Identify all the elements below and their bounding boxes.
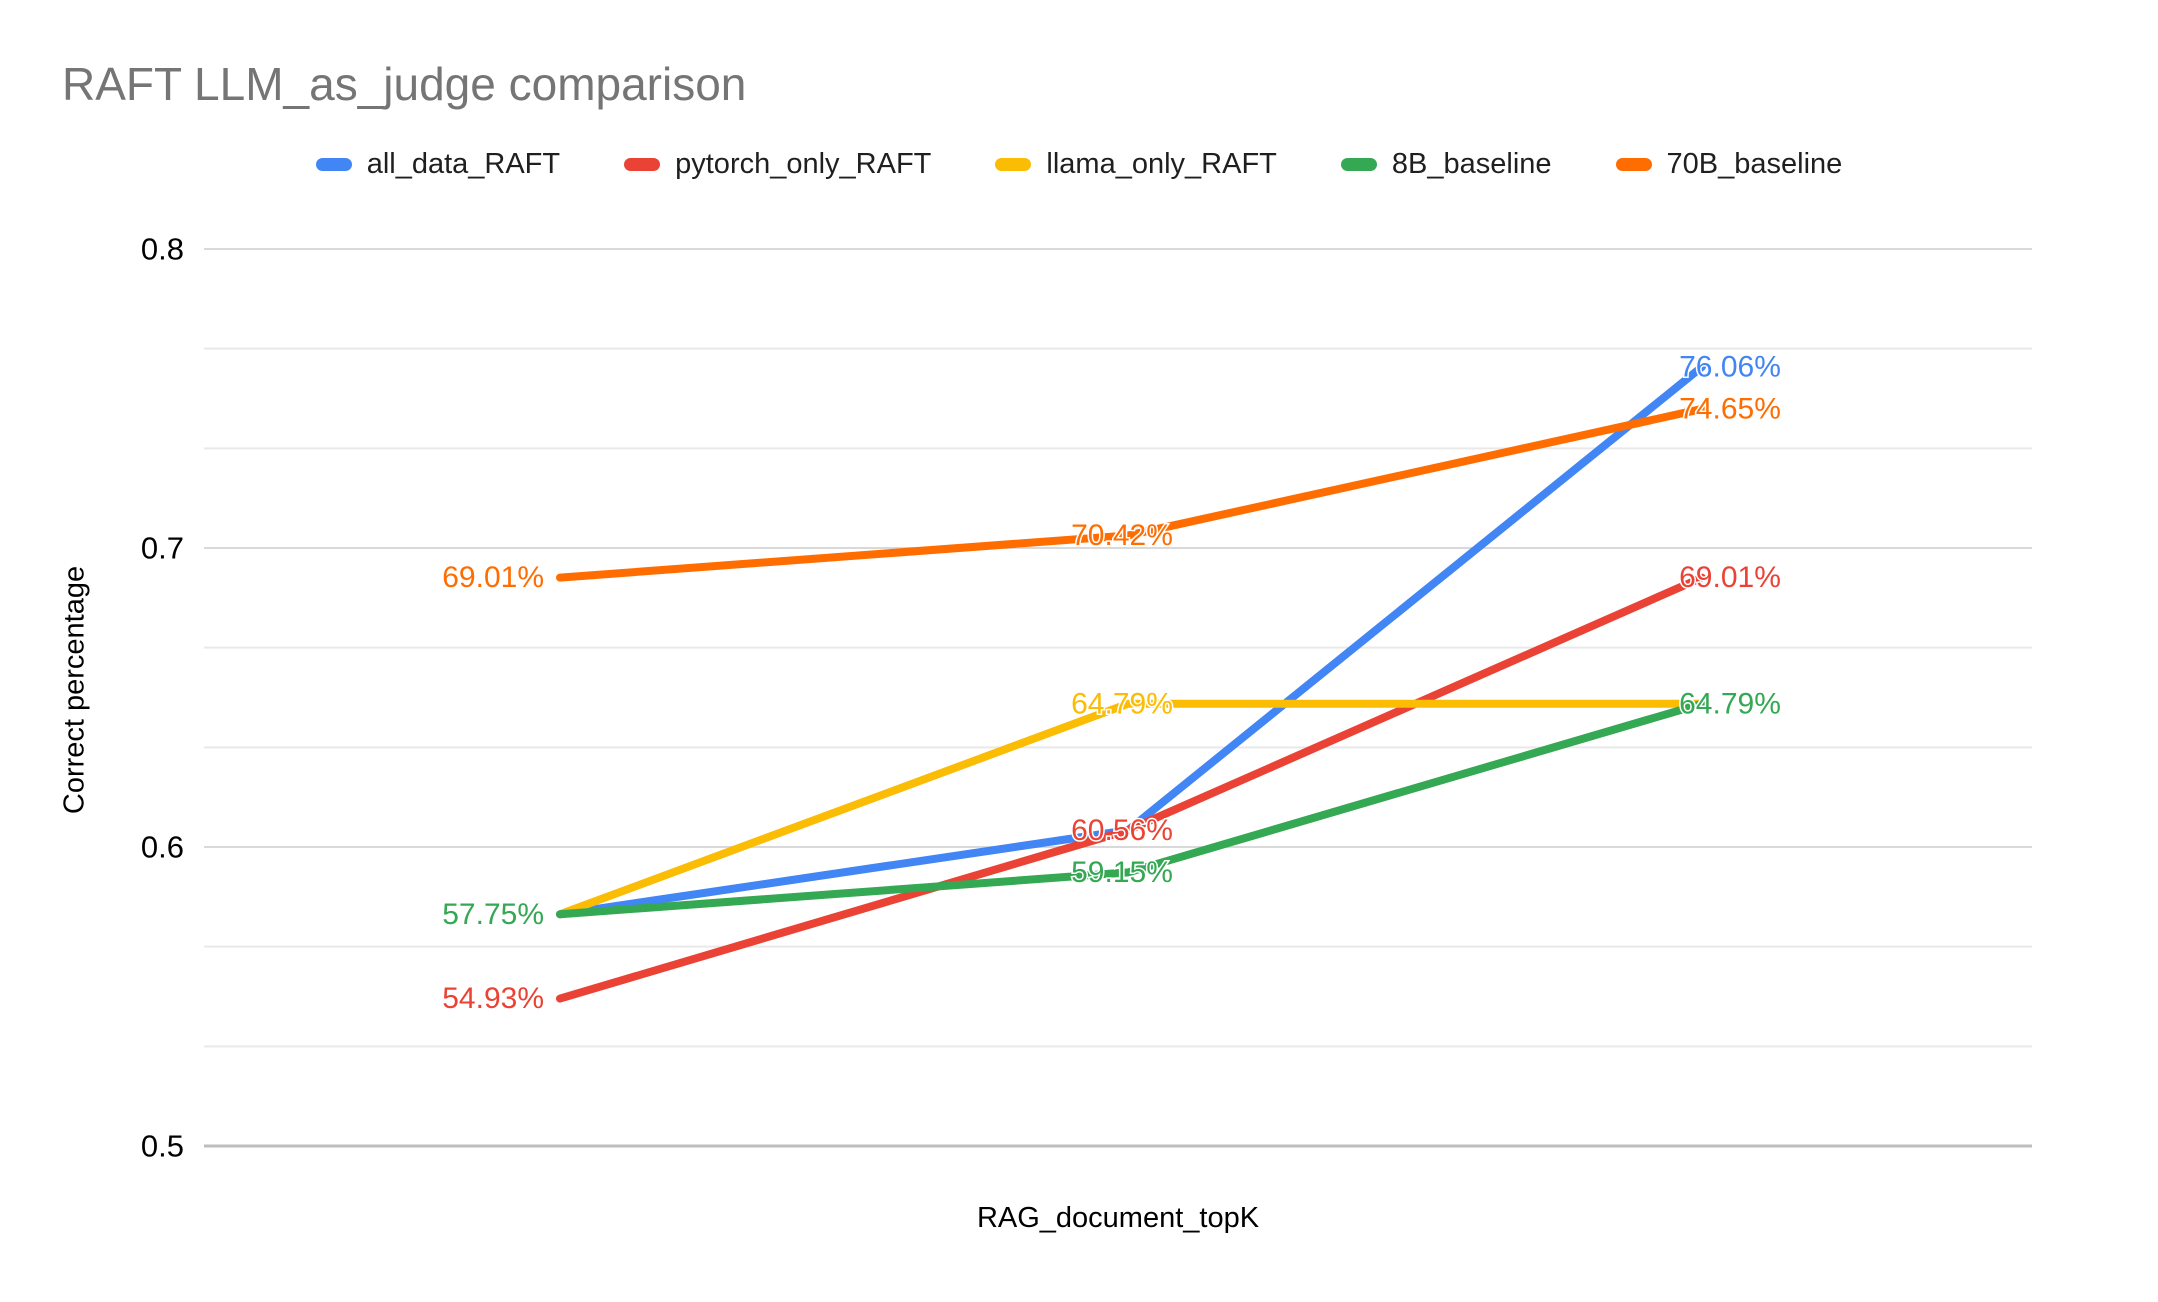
data-label-llama_only_RAFT: 64.79% [1071, 687, 1173, 720]
data-label-8B_baseline: 59.15% [1071, 856, 1173, 889]
y-tick-label: 0.8 [141, 232, 184, 267]
legend-item-llama_only_RAFT: llama_only_RAFT [995, 148, 1277, 181]
data-label-70B_baseline: 74.65% [1679, 392, 1781, 425]
series-line-pytorch_only_RAFT [556, 573, 1706, 1003]
data-label-8B_baseline: 57.75% [442, 898, 544, 931]
y-tick-label: 0.6 [141, 830, 184, 865]
legend-swatch-icon [624, 158, 661, 171]
legend-label: 8B_baseline [1391, 148, 1552, 180]
series-line-llama_only_RAFT [556, 699, 1706, 919]
legend: all_data_RAFT pytorch_only_RAFT llama_only… [0, 148, 2158, 181]
legend-label: pytorch_only_RAFT [675, 148, 932, 180]
data-label-pytorch_only_RAFT: 54.93% [442, 982, 544, 1015]
y-tick-label: 0.5 [141, 1129, 184, 1164]
series-line-8B_baseline [556, 699, 1706, 919]
y-tick-label: 0.7 [141, 531, 184, 566]
legend-item-70B_baseline: 70B_baseline [1615, 148, 1843, 181]
legend-label: llama_only_RAFT [1046, 148, 1277, 180]
x-axis-title: RAG_document_topK [976, 1202, 1260, 1234]
legend-label: all_data_RAFT [366, 148, 561, 180]
series-line-70B_baseline [556, 404, 1706, 582]
data-label-8B_baseline: 64.79% [1679, 687, 1781, 720]
data-label-all_data_RAFT: 76.06% [1679, 350, 1781, 383]
legend-item-pytorch_only_RAFT: pytorch_only_RAFT [624, 148, 931, 181]
legend-swatch-icon [1340, 158, 1377, 171]
legend-swatch-icon [315, 158, 352, 171]
legend-swatch-icon [995, 158, 1032, 171]
data-label-70B_baseline: 70.42% [1071, 519, 1173, 552]
legend-label: 70B_baseline [1666, 148, 1843, 180]
data-label-pytorch_only_RAFT: 60.56% [1071, 814, 1173, 847]
legend-item-all_data_RAFT: all_data_RAFT [315, 148, 561, 181]
data-label-70B_baseline: 69.01% [442, 561, 544, 594]
legend-item-8B_baseline: 8B_baseline [1340, 148, 1552, 181]
legend-swatch-icon [1615, 158, 1652, 171]
chart-title: RAFT LLM_as_judge comparison [62, 58, 747, 110]
data-label-pytorch_only_RAFT: 69.01% [1679, 561, 1781, 594]
